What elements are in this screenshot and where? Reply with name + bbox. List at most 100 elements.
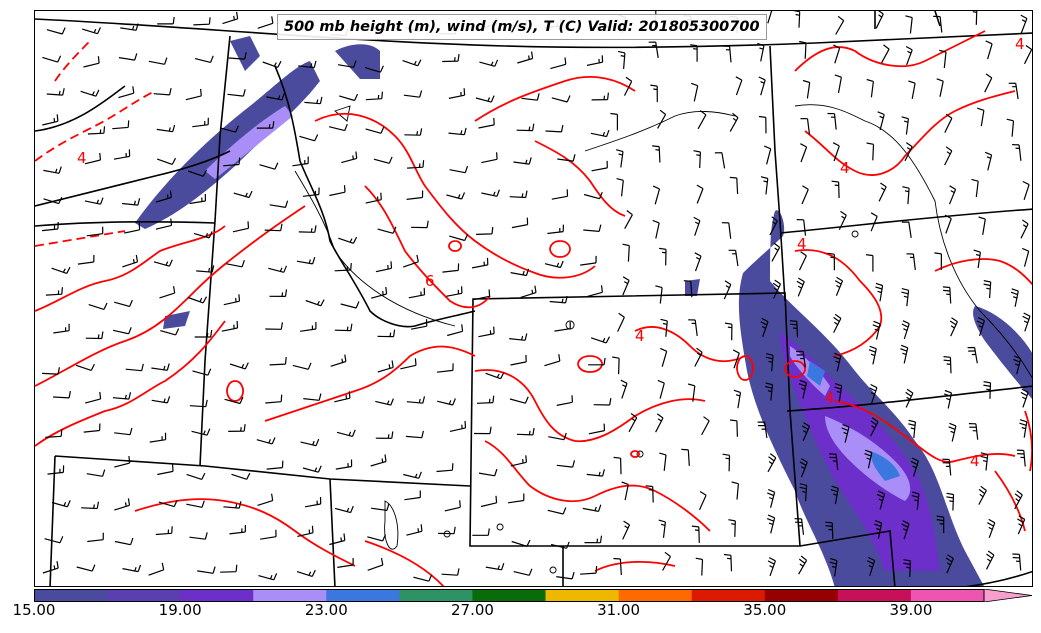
wind-barb	[371, 503, 390, 511]
wind-barb	[113, 149, 131, 160]
wind-barb	[446, 192, 466, 200]
wind-barb	[334, 505, 354, 514]
wind-barb	[187, 296, 208, 304]
wind-barb	[365, 91, 383, 101]
wind-barb	[794, 518, 805, 535]
wind-barb	[80, 89, 100, 97]
wind-barb	[660, 347, 668, 367]
wind-barb	[765, 353, 774, 372]
wind-barb	[683, 280, 693, 298]
wind-barb	[339, 93, 359, 102]
wind-barb	[478, 326, 495, 338]
wind-barb	[834, 383, 843, 402]
wind-barb	[766, 514, 776, 534]
wind-barb	[724, 322, 733, 341]
wind-barb	[448, 127, 467, 136]
wind-barb	[196, 265, 215, 273]
wind-barb	[1020, 388, 1029, 408]
wind-barb	[160, 328, 180, 336]
map-title: 500 mb height (m), wind (m/s), T (C) Val…	[277, 14, 767, 40]
wind-barb	[691, 525, 700, 543]
wind-barb	[800, 143, 808, 163]
wind-barb	[834, 276, 844, 296]
wind-barb	[722, 453, 731, 472]
wind-barb	[114, 427, 133, 436]
colorbar-segment	[764, 589, 839, 602]
wind-barb	[155, 190, 172, 203]
wind-barb	[591, 160, 608, 172]
boundary-utah-east	[329, 478, 336, 586]
colorbar-outline	[34, 589, 985, 602]
wind-barb	[43, 166, 62, 174]
contour-central-3	[264, 345, 476, 422]
wind-barb	[551, 95, 571, 103]
boundary-idaho-west	[199, 35, 231, 467]
wind-barb	[556, 395, 573, 406]
wind-barb	[302, 187, 320, 197]
wind-barb	[112, 120, 130, 130]
wind-barb	[868, 345, 877, 365]
wind-barb	[304, 96, 323, 105]
wind-barb	[801, 185, 809, 205]
wind-barb	[449, 233, 469, 242]
wind-barb	[516, 123, 535, 132]
wind-barb	[400, 358, 417, 370]
wind-barb	[984, 151, 993, 171]
wind-barb	[729, 419, 738, 437]
wind-barb	[1020, 14, 1028, 34]
wind-barb	[622, 520, 631, 540]
shade-northeast-edge	[973, 306, 1032, 399]
wind-barb	[557, 154, 576, 162]
contour-central-2	[364, 185, 491, 309]
wind-barb	[944, 113, 953, 133]
wind-barb	[733, 389, 742, 409]
wind-barb	[580, 255, 597, 266]
wind-barb	[765, 382, 774, 401]
wind-barb	[53, 390, 71, 399]
wind-barb	[334, 323, 353, 332]
wind-barb	[1013, 355, 1022, 375]
wind-barb	[900, 344, 909, 364]
wind-barb	[652, 219, 660, 239]
wind-barb	[159, 286, 176, 299]
wind-barb	[760, 317, 769, 337]
wind-barb	[256, 121, 275, 129]
wind-barb	[413, 574, 433, 582]
wind-barb	[298, 225, 317, 233]
wind-barb	[437, 398, 456, 406]
wind-barb	[151, 396, 171, 404]
wind-barb	[551, 189, 569, 200]
wind-barb	[328, 123, 348, 132]
contour-wyoming-2	[484, 440, 711, 532]
wind-barb	[223, 157, 241, 167]
wind-barb	[657, 109, 667, 129]
wind-barb	[509, 190, 528, 199]
contour-east-1	[794, 30, 986, 72]
wind-barb	[586, 285, 603, 298]
wind-barb	[297, 525, 314, 537]
wind-barb	[827, 252, 835, 271]
wind-barb	[903, 559, 911, 577]
wind-barb	[43, 196, 63, 205]
wind-barb	[767, 11, 773, 24]
wind-barb	[757, 42, 765, 62]
wind-barb	[905, 388, 914, 408]
wind-barb	[269, 289, 288, 297]
wind-barb	[472, 528, 490, 536]
wind-barb	[758, 76, 766, 96]
wind-barb	[945, 554, 954, 574]
wind-barb	[983, 381, 992, 399]
wind-barb	[222, 11, 239, 25]
wind-barb	[829, 558, 838, 577]
wind-barb	[377, 226, 397, 234]
wind-barb	[120, 23, 139, 31]
wind-barb	[403, 471, 422, 479]
wind-barb	[191, 428, 211, 436]
wind-barb	[299, 134, 319, 142]
wind-barb	[46, 27, 66, 35]
colorbar-segment	[399, 589, 473, 602]
wind-barb	[266, 93, 285, 101]
wind-barb	[796, 350, 806, 368]
wind-barb	[509, 333, 528, 341]
wind-barb	[233, 190, 253, 199]
